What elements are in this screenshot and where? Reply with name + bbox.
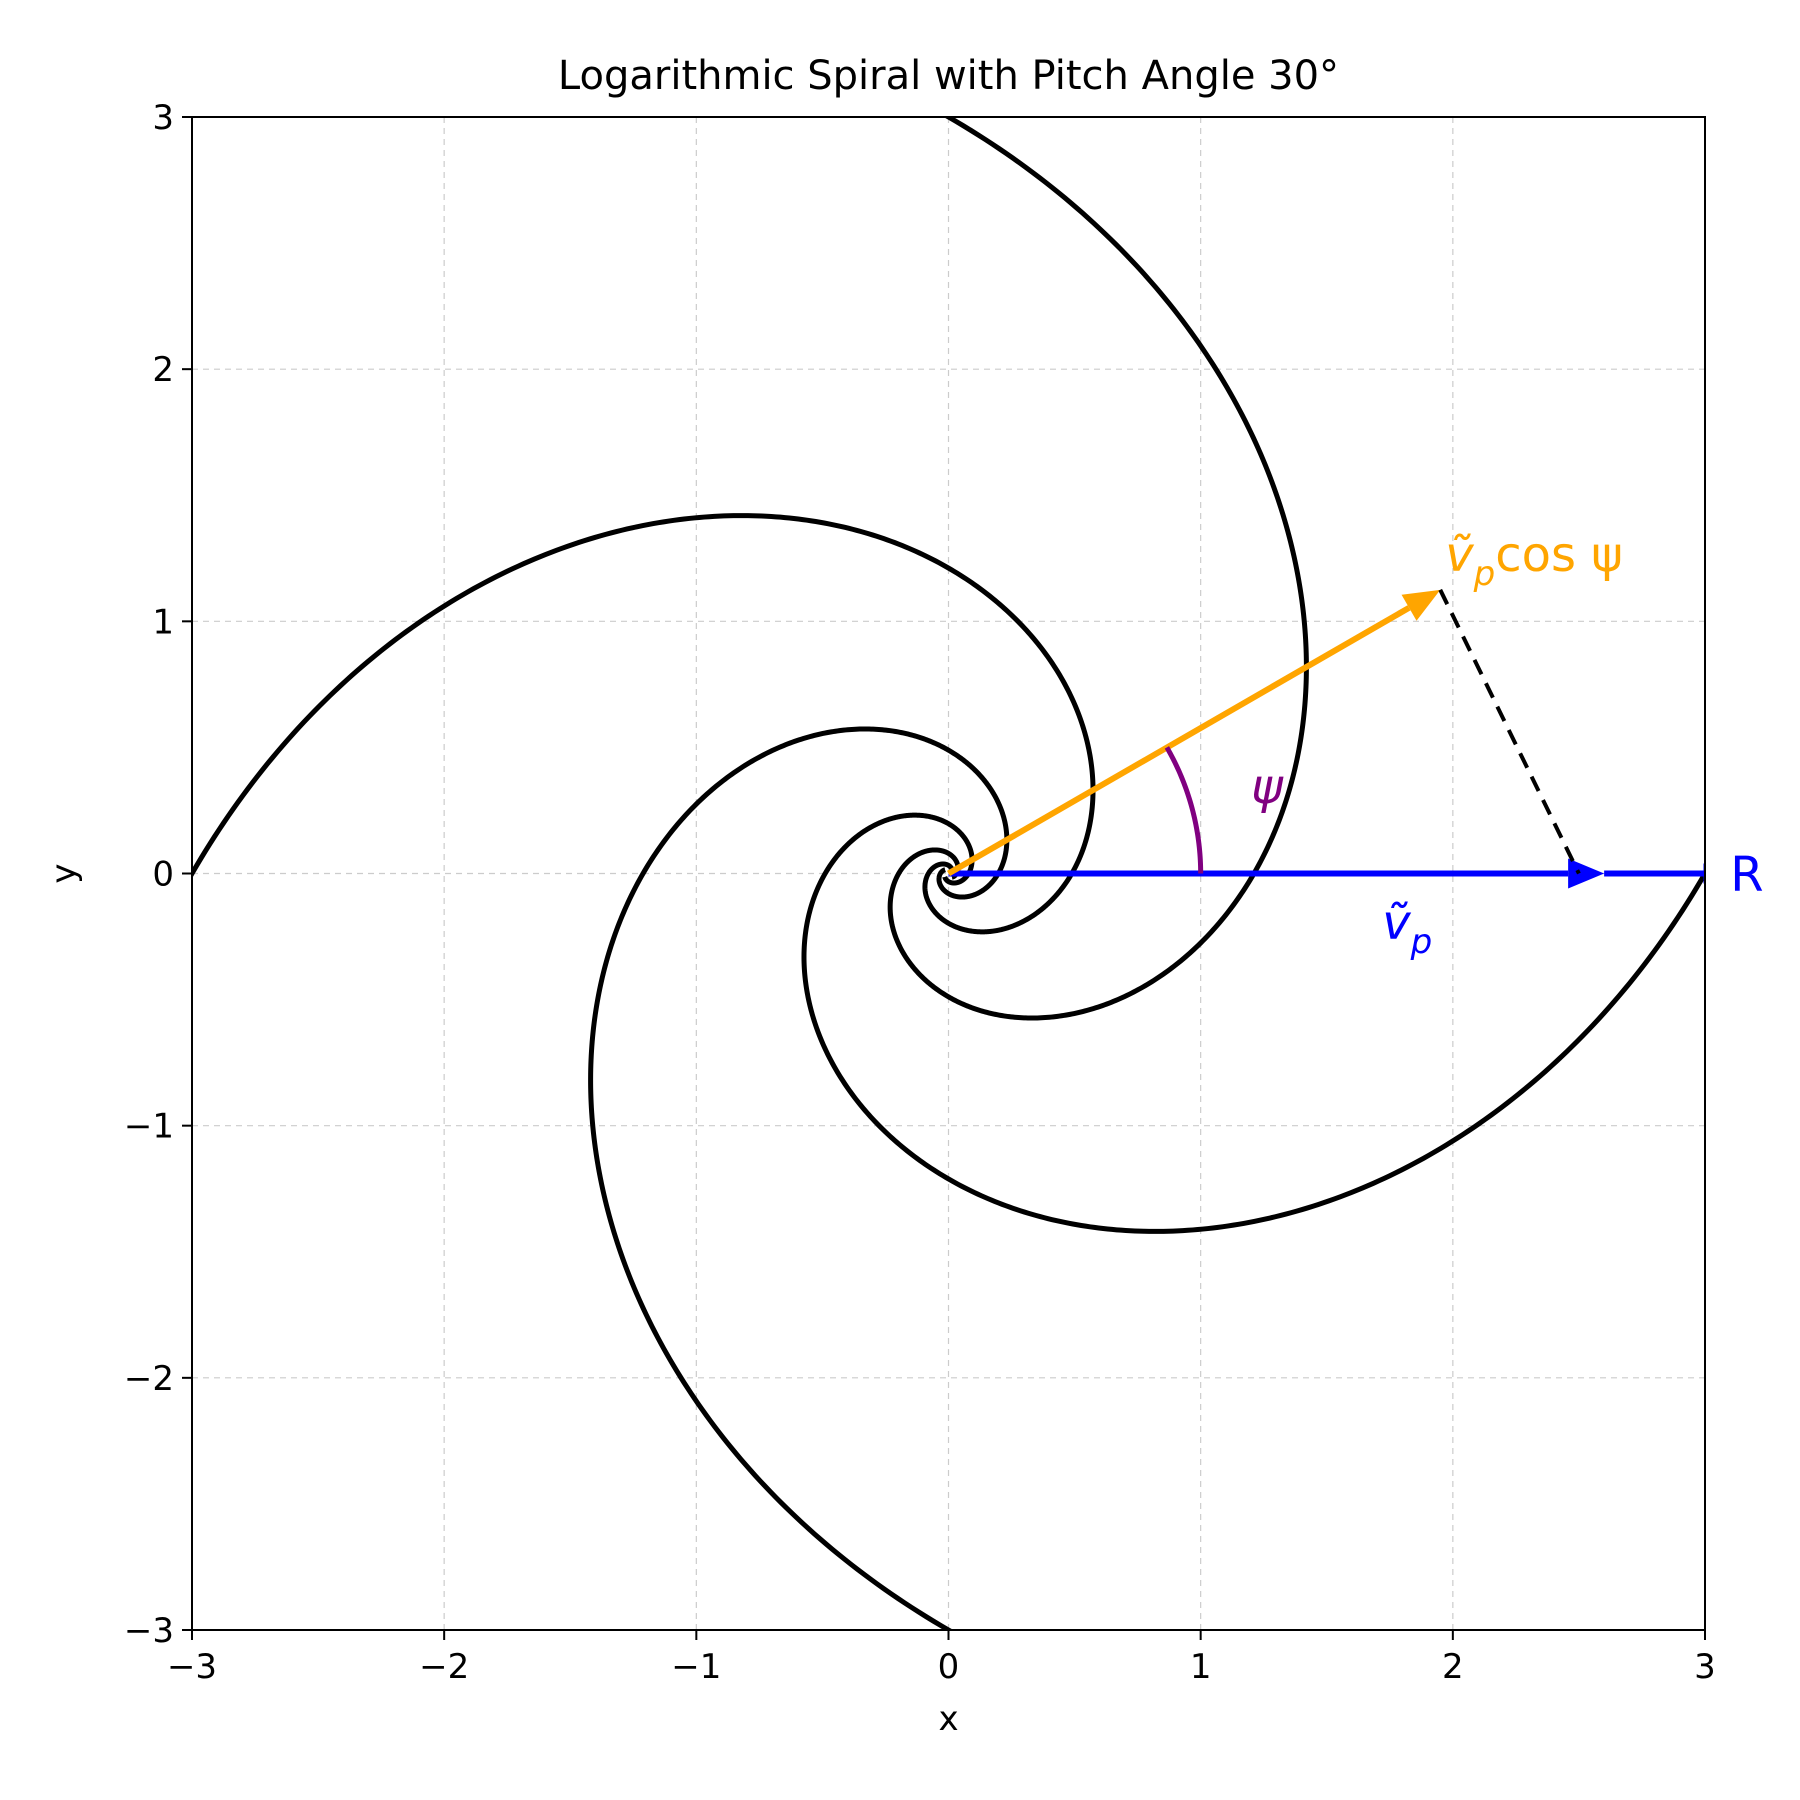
vp-label: ṽp: [1382, 895, 1432, 962]
r-label: R: [1730, 847, 1763, 903]
x-tick-label: 1: [1190, 1647, 1212, 1687]
vp-cos-psi-label: ṽpcos ψ: [1445, 527, 1623, 594]
vpcos-symbol: ṽ: [1445, 527, 1474, 583]
x-tick-label: −3: [167, 1647, 217, 1687]
x-tick-label: −1: [671, 1647, 721, 1687]
x-tick-label: −2: [419, 1647, 469, 1687]
x-tick-label: 2: [1442, 1647, 1464, 1687]
y-tick-label: 1: [152, 602, 174, 642]
psi-label: ψ: [1251, 759, 1284, 815]
spiral-arm: [192, 513, 1096, 935]
plot-area: [192, 117, 1705, 1630]
y-tick-label: 3: [152, 98, 174, 138]
y-tick-label: −1: [124, 1107, 174, 1147]
y-tick-label: 0: [152, 855, 174, 895]
chart-title: Logarithmic Spiral with Pitch Angle 30°: [558, 53, 1339, 99]
projection-line: [1438, 588, 1581, 875]
spiral-arm: [588, 726, 1010, 1630]
x-axis-label: x: [938, 1699, 958, 1739]
vp-symbol: ṽ: [1382, 895, 1411, 951]
vpcos-subscript: p: [1473, 554, 1496, 594]
y-axis-label: y: [44, 863, 84, 883]
vector-v-p-cos-psi-head: [1401, 589, 1441, 621]
spiral-arm: [801, 812, 1705, 1234]
pitch-angle-arc: [1164, 746, 1204, 874]
x-tick-label: 0: [938, 1647, 960, 1687]
y-tick-label: −2: [124, 1359, 174, 1399]
y-tick-label: −3: [124, 1611, 174, 1651]
vector-v-p-cos-psi-shaft: [947, 605, 1411, 877]
vector-v-p-head: [1568, 858, 1605, 889]
x-tick-label: 3: [1694, 1647, 1716, 1687]
vp-subscript: p: [1410, 922, 1433, 962]
axis-ticks: −3 −2 −1 0 1 2 3 −3 −2 −1 0 1 2 3: [124, 98, 1716, 1687]
y-tick-label: 2: [152, 350, 174, 390]
vpcos-tail: cos ψ: [1495, 527, 1623, 583]
